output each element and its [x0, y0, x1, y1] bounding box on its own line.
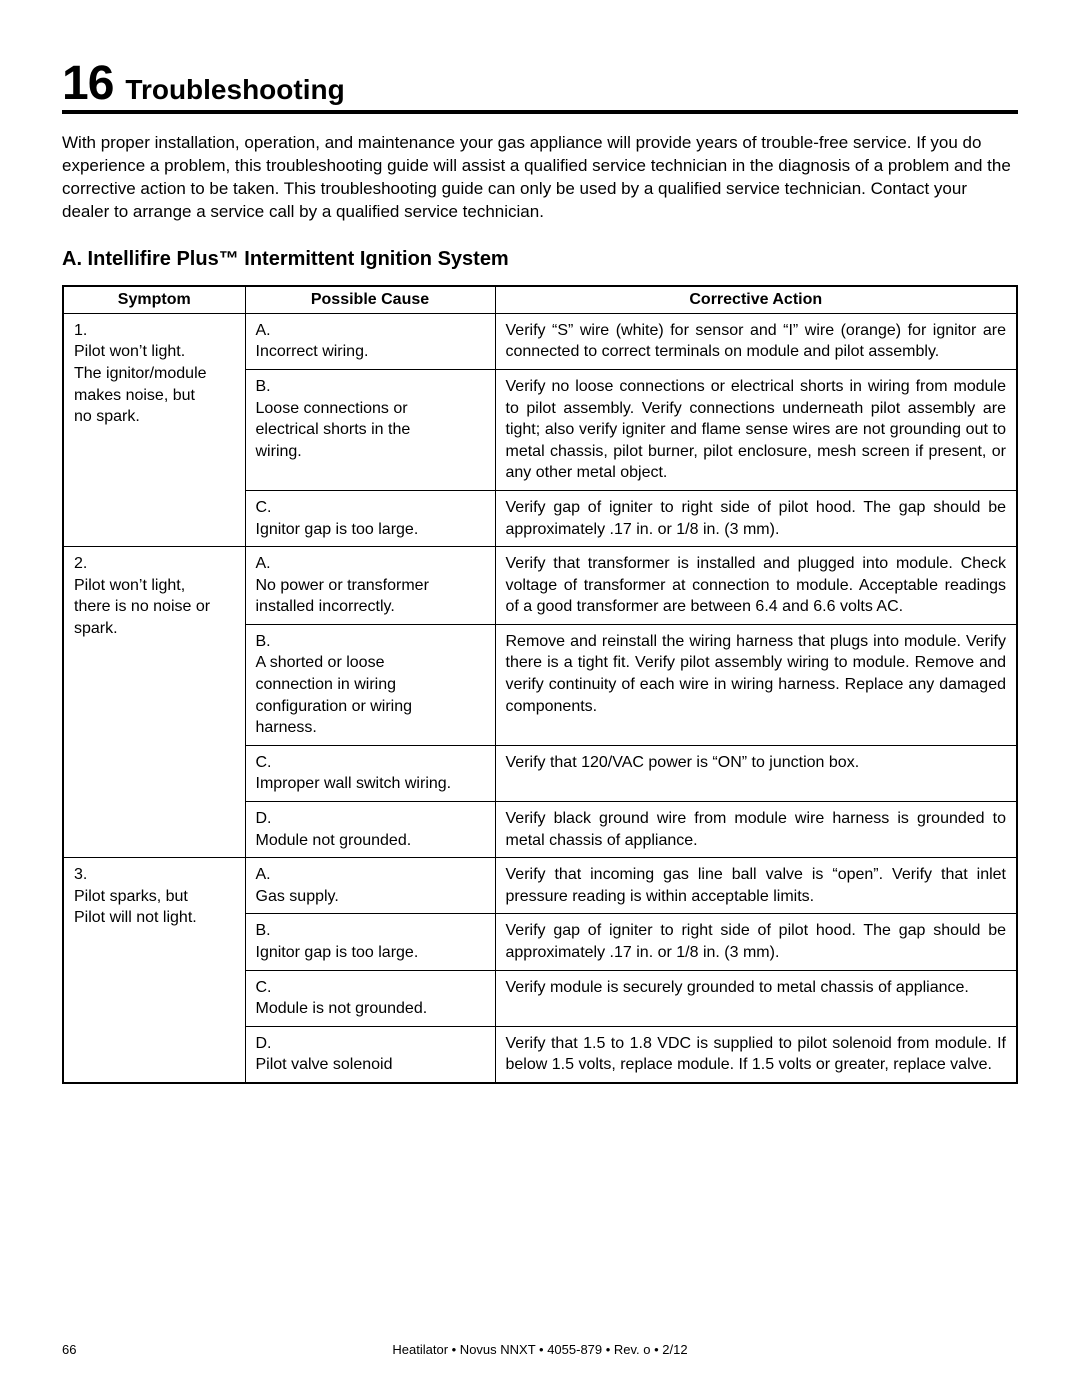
cause-prefix: A.	[256, 553, 278, 575]
symptom-cell: 2. Pilot won’t light, there is no noise …	[63, 547, 245, 858]
corrective-cell: Verify that 120/VAC power is “ON” to jun…	[495, 745, 1017, 801]
cause-prefix: B.	[256, 631, 278, 653]
cause-prefix: A.	[256, 864, 278, 886]
cause-cell: B. Loose connections or electrical short…	[245, 369, 495, 490]
cause-cell: B. A shorted or loose connection in wiri…	[245, 624, 495, 745]
cause-cell: B. Ignitor gap is too large.	[245, 914, 495, 970]
cause-cell: A. Gas supply.	[245, 858, 495, 914]
corrective-cell: Verify gap of igniter to right side of p…	[495, 490, 1017, 546]
cause-text: Improper wall switch wiring.	[256, 773, 459, 795]
subsection-title: A. Intellifire Plus™ Intermittent Igniti…	[62, 248, 1018, 271]
column-header-corrective: Corrective Action	[495, 286, 1017, 314]
table-row: 3. Pilot sparks, but Pilot will not ligh…	[63, 858, 1017, 914]
cause-prefix: A.	[256, 320, 278, 342]
cause-text: Incorrect wiring.	[256, 341, 459, 363]
cause-text: No power or transformer installed incorr…	[256, 575, 459, 618]
cause-cell: C. Module is not grounded.	[245, 970, 495, 1026]
cause-cell: A. No power or transformer installed inc…	[245, 547, 495, 625]
corrective-cell: Verify module is securely grounded to me…	[495, 970, 1017, 1026]
corrective-cell: Verify gap of igniter to right side of p…	[495, 914, 1017, 970]
cause-cell: C. Ignitor gap is too large.	[245, 490, 495, 546]
cause-text: Ignitor gap is too large.	[256, 942, 459, 964]
cause-text: A shorted or loose connection in wiring …	[256, 652, 459, 738]
cause-cell: D. Module not grounded.	[245, 802, 495, 858]
cause-prefix: C.	[256, 977, 278, 999]
cause-prefix: B.	[256, 920, 278, 942]
symptom-number: 1.	[74, 320, 92, 342]
cause-prefix: B.	[256, 376, 278, 398]
cause-cell: A. Incorrect wiring.	[245, 313, 495, 369]
table-header: Symptom Possible Cause Corrective Action	[63, 286, 1017, 314]
footer-page-number: 66	[62, 1342, 76, 1357]
symptom-number: 2.	[74, 553, 92, 575]
table-row: 2. Pilot won’t light, there is no noise …	[63, 547, 1017, 625]
cause-prefix: C.	[256, 497, 278, 519]
corrective-cell: Remove and reinstall the wiring harness …	[495, 624, 1017, 745]
symptom-text: Pilot won’t light. The ignitor/module ma…	[74, 341, 213, 427]
symptom-cell: 1. Pilot won’t light. The ignitor/module…	[63, 313, 245, 546]
page-footer: 66 Heatilator • Novus NNXT • 4055-879 • …	[62, 1342, 1018, 1357]
cause-cell: D. Pilot valve solenoid	[245, 1026, 495, 1083]
table-row: 1. Pilot won’t light. The ignitor/module…	[63, 313, 1017, 369]
symptom-number: 3.	[74, 864, 92, 886]
chapter-number: 16	[62, 60, 113, 108]
column-header-cause: Possible Cause	[245, 286, 495, 314]
corrective-cell: Verify that transformer is installed and…	[495, 547, 1017, 625]
symptom-text: Pilot won’t light, there is no noise or …	[74, 575, 213, 640]
cause-prefix: C.	[256, 752, 278, 774]
corrective-cell: Verify that incoming gas line ball valve…	[495, 858, 1017, 914]
corrective-cell: Verify no loose connections or electrica…	[495, 369, 1017, 490]
cause-text: Pilot valve solenoid	[256, 1054, 459, 1076]
corrective-cell: Verify black ground wire from module wir…	[495, 802, 1017, 858]
symptom-cell: 3. Pilot sparks, but Pilot will not ligh…	[63, 858, 245, 1083]
cause-text: Gas supply.	[256, 886, 459, 908]
cause-cell: C. Improper wall switch wiring.	[245, 745, 495, 801]
symptom-text: Pilot sparks, but Pilot will not light.	[74, 886, 213, 929]
troubleshooting-table: Symptom Possible Cause Corrective Action…	[62, 285, 1018, 1084]
cause-text: Module is not grounded.	[256, 998, 459, 1020]
chapter-heading: 16 Troubleshooting	[62, 60, 1018, 114]
table-body: 1. Pilot won’t light. The ignitor/module…	[63, 313, 1017, 1083]
cause-prefix: D.	[256, 1033, 278, 1055]
chapter-title: Troubleshooting	[125, 76, 344, 104]
intro-paragraph: With proper installation, operation, and…	[62, 132, 1018, 224]
footer-center-text: Heatilator • Novus NNXT • 4055-879 • Rev…	[62, 1342, 1018, 1357]
cause-text: Module not grounded.	[256, 830, 459, 852]
cause-text: Ignitor gap is too large.	[256, 519, 459, 541]
cause-text: Loose connections or electrical shorts i…	[256, 398, 459, 463]
cause-prefix: D.	[256, 808, 278, 830]
corrective-cell: Verify “S” wire (white) for sensor and “…	[495, 313, 1017, 369]
corrective-cell: Verify that 1.5 to 1.8 VDC is supplied t…	[495, 1026, 1017, 1083]
document-page: 16 Troubleshooting With proper installat…	[0, 0, 1080, 1397]
column-header-symptom: Symptom	[63, 286, 245, 314]
